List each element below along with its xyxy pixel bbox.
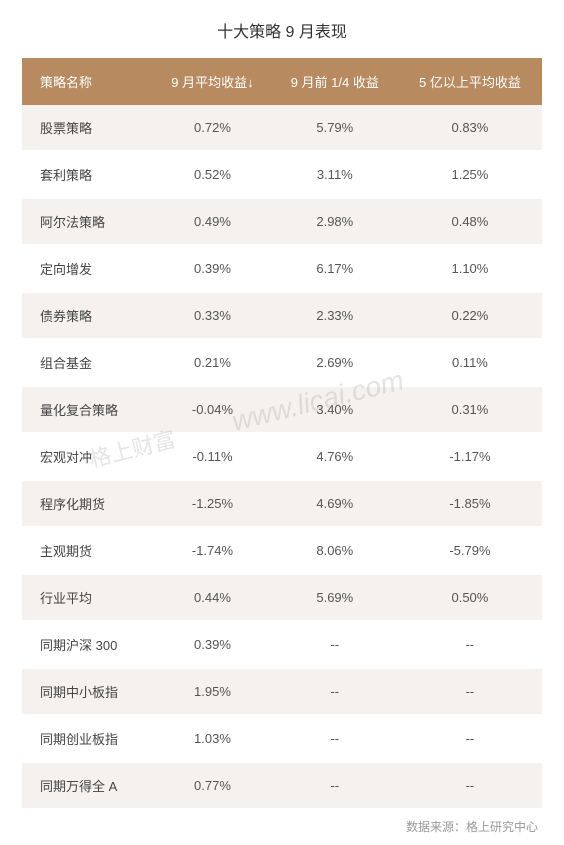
cell-top25: 4.69% (272, 480, 398, 527)
table-row: 股票策略0.72%5.79%0.83% (22, 105, 542, 151)
cell-avg: 0.77% (153, 762, 272, 809)
cell-large: 0.83% (398, 105, 542, 151)
col-header-large: 5 亿以上平均收益 (398, 58, 542, 105)
cell-name: 阿尔法策略 (22, 198, 153, 245)
table-row: 量化复合策略-0.04%3.40%0.31% (22, 386, 542, 433)
cell-top25: 8.06% (272, 527, 398, 574)
cell-top25: -- (272, 762, 398, 809)
cell-top25: 3.11% (272, 151, 398, 198)
cell-name: 套利策略 (22, 151, 153, 198)
cell-large: -1.85% (398, 480, 542, 527)
table-row: 主观期货-1.74%8.06%-5.79% (22, 527, 542, 574)
cell-top25: -- (272, 621, 398, 668)
cell-large: 0.50% (398, 574, 542, 621)
cell-top25: 5.69% (272, 574, 398, 621)
cell-avg: 1.03% (153, 715, 272, 762)
table-row: 同期万得全 A0.77%---- (22, 762, 542, 809)
cell-top25: 3.40% (272, 386, 398, 433)
col-header-name: 策略名称 (22, 58, 153, 105)
cell-large: 0.22% (398, 292, 542, 339)
cell-name: 行业平均 (22, 574, 153, 621)
cell-name: 债券策略 (22, 292, 153, 339)
cell-large: -- (398, 621, 542, 668)
cell-top25: 4.76% (272, 433, 398, 480)
cell-avg: -0.11% (153, 433, 272, 480)
cell-large: -1.17% (398, 433, 542, 480)
col-header-top25: 9 月前 1/4 收益 (272, 58, 398, 105)
table-row: 组合基金0.21%2.69%0.11% (22, 339, 542, 386)
cell-avg: -1.25% (153, 480, 272, 527)
cell-large: 0.31% (398, 386, 542, 433)
cell-top25: 2.98% (272, 198, 398, 245)
cell-avg: 1.95% (153, 668, 272, 715)
table-row: 同期沪深 3000.39%---- (22, 621, 542, 668)
cell-avg: 0.33% (153, 292, 272, 339)
cell-avg: -1.74% (153, 527, 272, 574)
header-row: 策略名称 9 月平均收益↓ 9 月前 1/4 收益 5 亿以上平均收益 (22, 58, 542, 105)
cell-name: 宏观对冲 (22, 433, 153, 480)
cell-name: 同期创业板指 (22, 715, 153, 762)
table-row: 同期创业板指1.03%---- (22, 715, 542, 762)
cell-name: 程序化期货 (22, 480, 153, 527)
cell-avg: 0.21% (153, 339, 272, 386)
strategy-table: 策略名称 9 月平均收益↓ 9 月前 1/4 收益 5 亿以上平均收益 股票策略… (22, 58, 542, 810)
data-source: 数据来源：格上研究中心 (22, 818, 542, 835)
table-row: 定向增发0.39%6.17%1.10% (22, 245, 542, 292)
cell-name: 组合基金 (22, 339, 153, 386)
table-row: 债券策略0.33%2.33%0.22% (22, 292, 542, 339)
cell-large: -- (398, 668, 542, 715)
cell-large: 0.11% (398, 339, 542, 386)
cell-large: 1.25% (398, 151, 542, 198)
table-row: 同期中小板指1.95%---- (22, 668, 542, 715)
cell-top25: 6.17% (272, 245, 398, 292)
cell-avg: 0.72% (153, 105, 272, 151)
table-body: 股票策略0.72%5.79%0.83%套利策略0.52%3.11%1.25%阿尔… (22, 105, 542, 809)
cell-large: -5.79% (398, 527, 542, 574)
cell-top25: 5.79% (272, 105, 398, 151)
cell-large: 0.48% (398, 198, 542, 245)
cell-avg: 0.49% (153, 198, 272, 245)
table-row: 宏观对冲-0.11%4.76%-1.17% (22, 433, 542, 480)
cell-top25: -- (272, 715, 398, 762)
cell-name: 股票策略 (22, 105, 153, 151)
cell-avg: -0.04% (153, 386, 272, 433)
table-row: 套利策略0.52%3.11%1.25% (22, 151, 542, 198)
cell-avg: 0.39% (153, 245, 272, 292)
cell-top25: 2.69% (272, 339, 398, 386)
cell-avg: 0.39% (153, 621, 272, 668)
cell-avg: 0.44% (153, 574, 272, 621)
cell-name: 同期沪深 300 (22, 621, 153, 668)
cell-name: 同期万得全 A (22, 762, 153, 809)
cell-name: 主观期货 (22, 527, 153, 574)
cell-name: 量化复合策略 (22, 386, 153, 433)
cell-name: 定向增发 (22, 245, 153, 292)
cell-avg: 0.52% (153, 151, 272, 198)
cell-name: 同期中小板指 (22, 668, 153, 715)
cell-large: 1.10% (398, 245, 542, 292)
table-row: 行业平均0.44%5.69%0.50% (22, 574, 542, 621)
table-container: 十大策略 9 月表现 策略名称 9 月平均收益↓ 9 月前 1/4 收益 5 亿… (0, 0, 564, 845)
cell-large: -- (398, 762, 542, 809)
page-title: 十大策略 9 月表现 (22, 18, 542, 42)
cell-large: -- (398, 715, 542, 762)
cell-top25: -- (272, 668, 398, 715)
table-row: 阿尔法策略0.49%2.98%0.48% (22, 198, 542, 245)
cell-top25: 2.33% (272, 292, 398, 339)
col-header-avg: 9 月平均收益↓ (153, 58, 272, 105)
table-row: 程序化期货-1.25%4.69%-1.85% (22, 480, 542, 527)
